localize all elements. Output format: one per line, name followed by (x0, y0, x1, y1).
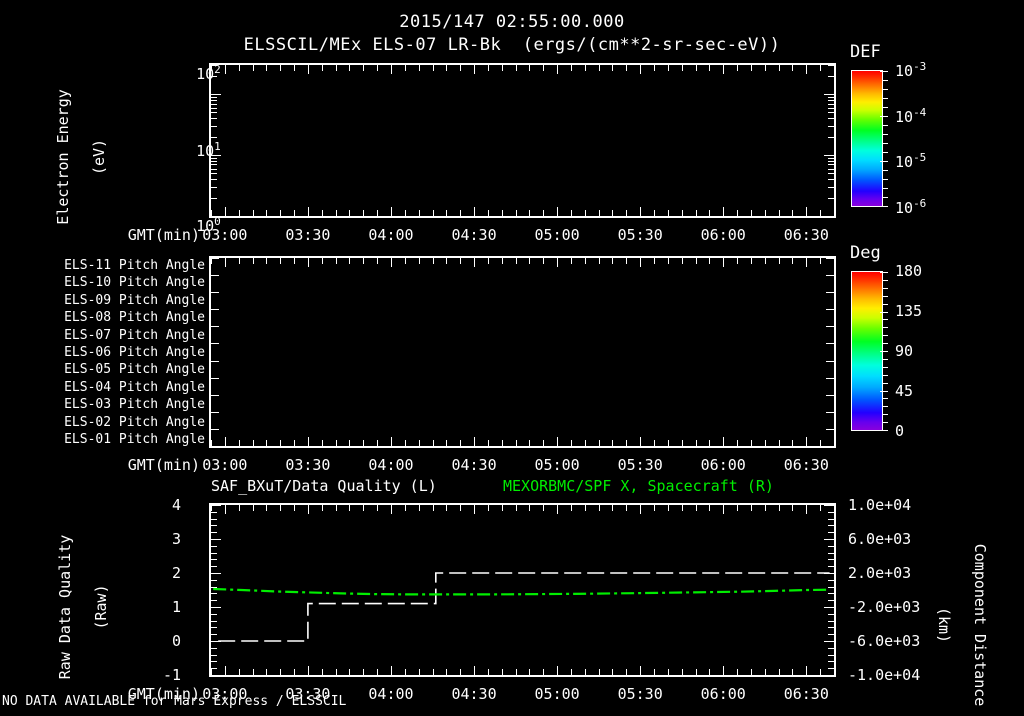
colorbar-def-title: DEF (850, 42, 881, 62)
xtick-label: 03:30 (285, 685, 331, 703)
page-subtitle: ELSSCIL/MEx ELS-07 LR-Bk (ergs/(cm**2-sr… (243, 35, 781, 55)
xtick-label: 05:00 (534, 226, 580, 244)
pitch-angle-row-label: ELS-10 Pitch Angle (64, 275, 205, 291)
colorbar-def-gradient (852, 71, 882, 206)
colorbar-deg[interactable] (851, 271, 888, 431)
xtick-label: 05:00 (534, 685, 580, 703)
pitch-angle-row-label: ELS-04 Pitch Angle (64, 379, 205, 395)
pitch-angle-row-label: ELS-07 Pitch Angle (64, 327, 205, 343)
colorbar-tick-label: 180 (895, 262, 923, 280)
pitch-angle-row-label: ELS-06 Pitch Angle (64, 344, 205, 360)
colorbar-tick-label: 10-3 (895, 60, 927, 80)
energy-ytick-1: 100 (196, 215, 221, 235)
data-quality-trace (218, 572, 830, 642)
energy-axis-title: Electron Energy (eV) (36, 81, 108, 251)
page-title: 2015/147 02:55:00.000 (399, 12, 625, 32)
pitch-angle-row-label: ELS-05 Pitch Angle (64, 362, 205, 378)
pitch-angle-row-label: ELS-11 Pitch Angle (64, 258, 205, 273)
energy-ytick-100: 102 (196, 63, 221, 83)
colorbar-tick-label: 90 (895, 342, 914, 360)
pitch-angle-row-label: ELS-03 Pitch Angle (64, 397, 205, 413)
xtick-label: 06:00 (700, 226, 746, 244)
pitch-angle-row-label: ELS-02 Pitch Angle (64, 414, 205, 430)
pitch-angle-row-label: ELS-09 Pitch Angle (64, 292, 205, 308)
colorbar-tick-label: 0 (895, 422, 905, 440)
distance-axis-title-line2: (km) (935, 606, 953, 644)
distance-axis-title-line1: Component Distance (971, 543, 989, 707)
quality-ytick-label: 2 (171, 564, 181, 582)
colorbar-def-ticks (880, 71, 888, 207)
xtick-label: 04:30 (451, 456, 497, 474)
quality-xaxis-label: GMT(min) (127, 685, 200, 703)
pitch-angle-row-label: ELS-08 Pitch Angle (64, 310, 205, 326)
xtick-label: 03:00 (202, 456, 248, 474)
xtick-label: 06:00 (700, 685, 746, 703)
xtick-label: 05:00 (534, 456, 580, 474)
xtick-label: 06:30 (783, 456, 829, 474)
electron-energy-panel[interactable] (209, 63, 836, 218)
xtick-label: 03:30 (285, 456, 331, 474)
distance-ytick-label: 1.0e+04 (848, 496, 912, 514)
distance-ytick-label: -2.0e+03 (848, 598, 921, 616)
xtick-label: 03:00 (202, 685, 248, 703)
xtick-label: 04:00 (368, 456, 414, 474)
quality-ytick-label: 4 (171, 496, 181, 514)
colorbar-tick-label: 10-6 (895, 197, 927, 217)
energy-axis-title-line1: Electron Energy (54, 89, 72, 225)
quality-traces (213, 572, 830, 642)
colorbar-deg-ticks (880, 272, 888, 431)
distance-ytick-label: -1.0e+04 (848, 666, 921, 684)
data-quality-panel[interactable] (209, 503, 836, 677)
xtick-label: 04:30 (451, 685, 497, 703)
distance-axis-title: Component Distance (km) (935, 516, 1007, 716)
xtick-label: 05:30 (617, 685, 663, 703)
colorbar-deg-title: Deg (850, 243, 881, 263)
xtick-label: 03:00 (202, 226, 248, 244)
xtick-label: 04:30 (451, 226, 497, 244)
quality-ytick-label: -1 (162, 666, 181, 684)
energy-ytick-10: 101 (196, 140, 221, 160)
quality-title-left: SAF_BXuT/Data Quality (L) (211, 477, 437, 495)
distance-ytick-label: -6.0e+03 (848, 632, 921, 650)
colorbar-tick-label: 45 (895, 382, 914, 400)
energy-axis-title-line2: (eV) (90, 138, 108, 176)
distance-ytick-label: 6.0e+03 (848, 530, 912, 548)
quality-axis-title: Raw Data Quality (Raw) (38, 526, 110, 706)
spacecraft-distance-trace (213, 587, 830, 596)
quality-axis-title-line2: (Raw) (92, 584, 110, 630)
xtick-label: 05:30 (617, 456, 663, 474)
xtick-label: 05:30 (617, 226, 663, 244)
quality-ytick-label: 3 (171, 530, 181, 548)
colorbar-tick-label: 10-5 (895, 151, 927, 172)
quality-ytick-label: 0 (171, 632, 181, 650)
quality-axis-title-line1: Raw Data Quality (56, 534, 74, 680)
xtick-label: 03:30 (285, 226, 331, 244)
xtick-label: 06:30 (783, 685, 829, 703)
distance-ytick-label: 2.0e+03 (848, 564, 912, 582)
colorbar-tick-label: 10-4 (895, 105, 927, 126)
quality-title-right: MEXORBMC/SPF X, Spacecraft (R) (503, 477, 774, 495)
xtick-label: 04:00 (368, 685, 414, 703)
colorbar-deg-gradient (852, 272, 882, 430)
colorbar-def[interactable] (851, 70, 888, 207)
no-data-message: NO DATA AVAILABLE for Mars Express / ELS… (2, 694, 347, 709)
xtick-label: 06:00 (700, 456, 746, 474)
pitch-angle-panel[interactable] (209, 256, 836, 448)
quality-ytick-label: 1 (171, 598, 181, 616)
xtick-label: 04:00 (368, 226, 414, 244)
pitch-angle-row-label: ELS-01 Pitch Angle (64, 431, 205, 447)
energy-xaxis-label: GMT(min) (127, 226, 200, 244)
pitch-xaxis-label: GMT(min) (127, 456, 200, 474)
xtick-label: 06:30 (783, 226, 829, 244)
colorbar-tick-label: 135 (895, 302, 923, 320)
pitch-angle-row-labels: ELS-11 Pitch Angle ELS-10 Pitch Angle ELS-… (30, 257, 205, 448)
